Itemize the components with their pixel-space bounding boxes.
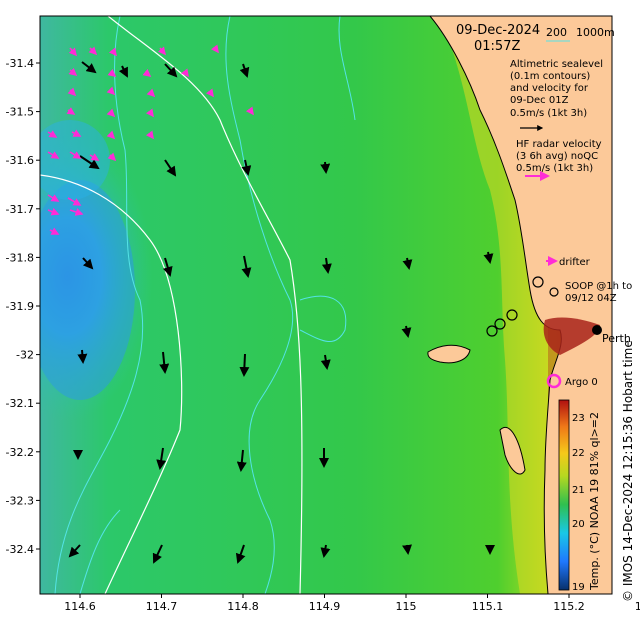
isobath-200-label: 200	[546, 26, 567, 39]
latitude-tick-label: -31.6	[6, 154, 34, 167]
altimetric-legend-line-4: 09-Dec 01Z	[510, 95, 569, 106]
cool-core	[40, 180, 135, 400]
latitude-tick-label: -31.4	[6, 57, 34, 70]
latitude-tick-label: -31.5	[6, 106, 34, 119]
latitude-tick-label: -32	[16, 349, 34, 362]
colorbar-tick-21: 21	[572, 485, 585, 496]
hf-legend-line-1: HF radar velocity	[516, 139, 602, 150]
altimetric-legend-line-1: Altimetric sealevel	[510, 59, 603, 70]
soop-legend-line-2: 09/12 04Z	[565, 293, 617, 304]
sealevel-contours	[54, 16, 356, 594]
colorbar-tick-20: 20	[572, 519, 585, 530]
longitude-tick-label: 114.7	[146, 600, 178, 613]
longitude-axis: 114.6114.7114.8114.9115115.1115.2115.311…	[64, 594, 640, 613]
perth-marker	[592, 325, 602, 335]
colorbar-tick-22: 22	[572, 448, 585, 459]
colorbar-label: Temp. (°C) NOAA 19 81% ql>=2	[588, 412, 601, 591]
soop-track	[486, 276, 559, 337]
colorbar-tick-19: 19	[572, 582, 585, 593]
altimetric-legend-line-5: 0.5m/s (1kt 3h)	[510, 108, 587, 119]
drifter-legend-label: drifter	[559, 257, 591, 268]
cool-north	[40, 120, 110, 200]
longitude-tick-label: 115.1	[472, 600, 504, 613]
latitude-tick-label: -32.2	[6, 446, 34, 459]
date-label: 09-Dec-2024	[456, 23, 540, 38]
longitude-tick-label: 114.9	[309, 600, 341, 613]
latitude-tick-label: -32.1	[6, 397, 34, 410]
hf-radar-arrows	[47, 44, 254, 235]
temperature-colorbar	[558, 399, 570, 591]
latitude-tick-label: -32.3	[6, 494, 34, 507]
latitude-tick-label: -32.4	[6, 543, 34, 556]
longitude-tick-label: 115	[396, 600, 417, 613]
longitude-tick-label: 114.8	[227, 600, 259, 613]
plot-frame	[39, 15, 613, 595]
longitude-tick-label: 115.2	[553, 600, 585, 613]
altimetric-legend-line-2: (0.1m contours)	[510, 71, 590, 82]
argo-legend-label: Argo 0	[565, 377, 598, 388]
hf-legend-line-3: 0.5m/s (1kt 3h)	[516, 163, 593, 174]
garden-island	[499, 427, 526, 475]
altimetric-legend-line-3: and velocity for	[510, 83, 589, 94]
hf-legend-line-2: (3 6h avg) noQC	[516, 151, 598, 162]
latitude-tick-label: -31.9	[6, 300, 34, 313]
rottnest-island	[427, 344, 471, 364]
swan-river-estuary	[543, 317, 600, 355]
longitude-tick-label: 115.3	[635, 600, 640, 613]
altimetry-velocity-arrows	[68, 61, 495, 564]
time-label: 01:57Z	[474, 39, 520, 54]
latitude-tick-label: -31.8	[6, 251, 34, 264]
argo-float-marker	[546, 373, 562, 389]
colorbar-tick-23: 23	[572, 413, 585, 424]
soop-legend-line-1: SOOP @1h to	[565, 281, 632, 292]
latitude-axis: -31.4 -31.5 -31.6 -31.7 -31.8 -31.9 -32 -32.1 -3…	[6, 57, 40, 556]
isobath-1000-label: 1000m	[576, 26, 615, 39]
place-label-perth: Perth	[602, 332, 631, 345]
longitude-tick-label: 114.6	[64, 600, 96, 613]
latitude-tick-label: -31.7	[6, 203, 34, 216]
colorbar-ticks: 19 20 21 22 23	[572, 413, 585, 593]
credit-text: © IMOS 14-Dec-2024 12:15:36 Hobart time	[621, 340, 635, 602]
